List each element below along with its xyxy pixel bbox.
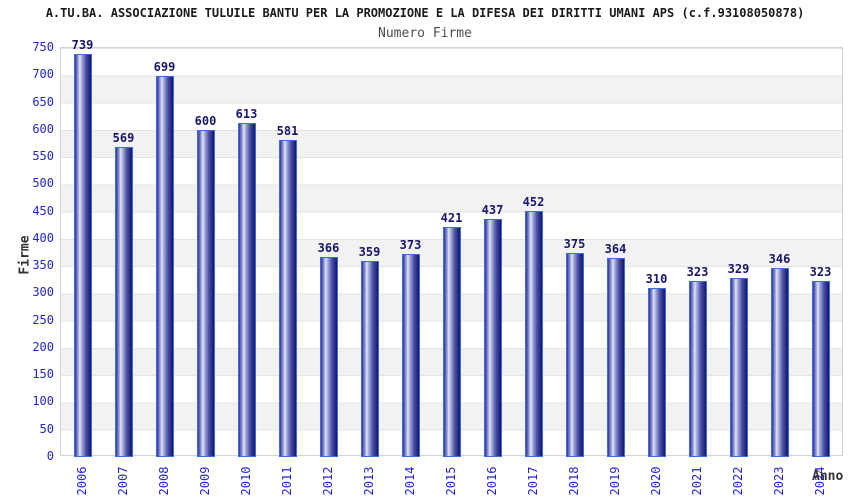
x-tick-label: 2022	[730, 466, 745, 496]
y-tick-label: 0	[46, 449, 54, 463]
y-tick-label: 300	[32, 285, 54, 300]
bar-2014	[401, 253, 420, 457]
bar-value-label: 346	[768, 252, 791, 267]
y-tick-label: 400	[32, 230, 54, 245]
bar-value-label: 323	[686, 264, 709, 279]
bar-value-label: 739	[71, 38, 94, 52]
bar-value-label: 613	[235, 106, 258, 121]
bar-2019	[606, 258, 625, 457]
bar-2015	[442, 227, 461, 457]
y-tick-label: 600	[32, 121, 54, 136]
bar-2021	[688, 280, 707, 457]
y-tick-label: 50	[39, 421, 54, 436]
x-tick-label: 2011	[279, 466, 294, 496]
bar-2009	[196, 129, 215, 457]
x-tick-label: 2021	[689, 466, 704, 496]
bar-2006	[73, 53, 92, 457]
bar-value-label: 359	[358, 245, 381, 260]
x-tick-label: 2018	[566, 466, 581, 496]
bar-value-label: 310	[645, 271, 668, 286]
x-tick-label: 2023	[771, 466, 786, 496]
bar-value-label: 323	[809, 264, 832, 279]
y-tick-label: 100	[32, 394, 54, 409]
y-tick-label: 250	[32, 312, 54, 327]
bar-2008	[155, 75, 174, 457]
bar-2010	[237, 122, 256, 457]
bar-value-label: 600	[194, 113, 217, 128]
bar-2016	[483, 218, 502, 457]
bar-value-label: 437	[481, 202, 504, 217]
x-tick-label: 2020	[648, 466, 663, 496]
chart-subtitle: Numero Firme	[378, 26, 472, 41]
bar-value-label: 364	[604, 242, 627, 257]
bar-value-label: 421	[440, 211, 463, 226]
x-tick-label: 2010	[238, 466, 253, 496]
y-tick-label: 200	[32, 339, 54, 354]
bar-value-label: 699	[153, 59, 176, 74]
y-tick-label: 350	[32, 258, 54, 273]
bar-value-label: 581	[276, 124, 299, 139]
bar-2007	[114, 146, 133, 457]
bar-2018	[565, 252, 584, 457]
bar-value-label: 375	[563, 236, 586, 251]
bar-2022	[729, 277, 748, 457]
y-tick-label: 500	[32, 176, 54, 191]
x-tick-label: 2009	[197, 466, 212, 496]
chart-title: A.TU.BA. ASSOCIAZIONE TULUILE BANTU PER …	[45, 6, 805, 20]
bar-value-label: 366	[317, 241, 340, 256]
x-tick-label: 2008	[156, 466, 171, 496]
x-tick-label: 2007	[115, 466, 130, 496]
bar-2024	[811, 280, 830, 457]
bar-value-label: 329	[727, 261, 750, 276]
y-tick-label: 750	[32, 40, 54, 54]
x-tick-label: 2012	[320, 466, 335, 496]
y-tick-label: 550	[32, 149, 54, 164]
bar-2011	[278, 140, 297, 457]
y-tick-label: 700	[32, 67, 54, 82]
bar-value-label: 452	[522, 194, 545, 209]
bar-2020	[647, 287, 666, 457]
bar-2023	[770, 268, 789, 457]
y-tick-label: 150	[32, 367, 54, 382]
bar-value-label: 569	[112, 130, 135, 145]
x-tick-label: 2019	[607, 466, 622, 496]
x-tick-label: 2017	[525, 466, 540, 496]
y-tick-label: 450	[32, 203, 54, 218]
x-axis-title: Anno	[812, 469, 844, 484]
bar-2012	[319, 257, 338, 457]
x-tick-label: 2014	[402, 466, 417, 496]
bar-value-label: 373	[399, 237, 422, 252]
x-tick-label: 2013	[361, 466, 376, 496]
x-tick-label: 2016	[484, 466, 499, 496]
x-tick-label: 2006	[74, 466, 89, 496]
x-tick-label: 2015	[443, 466, 458, 496]
bar-2017	[524, 210, 543, 457]
plot-area: 739 569 699 600 613 581 366 359 373 421 437 452 375 3…	[60, 38, 843, 457]
bar-2013	[360, 261, 379, 457]
y-tick-label: 650	[32, 94, 54, 109]
